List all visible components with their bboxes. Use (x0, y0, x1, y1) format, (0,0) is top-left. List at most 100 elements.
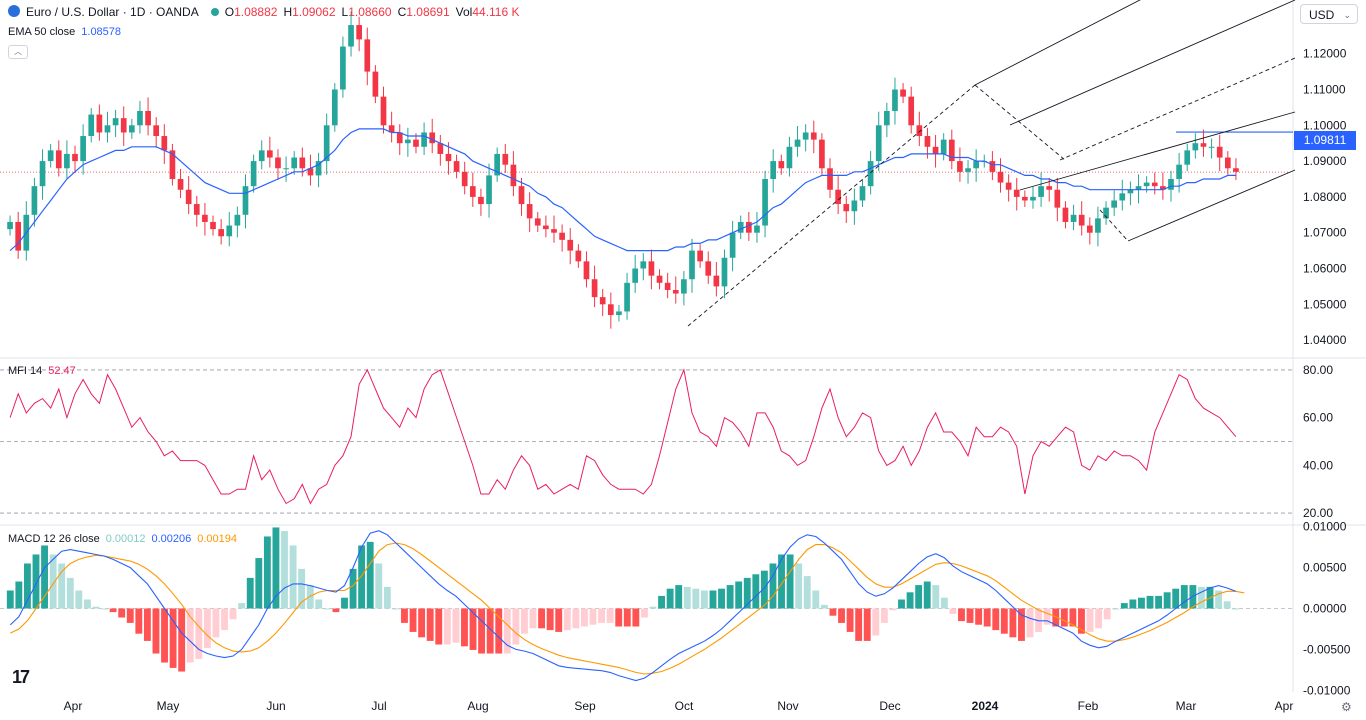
macd-label: MACD 12 26 close (8, 533, 100, 545)
price-tick-label: 1.07000 (1303, 226, 1347, 240)
candle (396, 132, 403, 144)
macd-histogram-bar (786, 554, 794, 609)
macd-histogram-bar (640, 608, 648, 618)
macd-histogram-bar (649, 606, 657, 609)
candle (104, 125, 111, 133)
macd-histogram-bar (212, 608, 220, 638)
macd-histogram-bar (66, 577, 74, 609)
tradingview-logo-icon[interactable]: 17 (12, 667, 30, 687)
macd-histogram-bar (666, 588, 674, 609)
macd-histogram-bar (1035, 608, 1043, 632)
open-value: 1.08882 (234, 5, 278, 19)
macd-histogram-bar (546, 608, 554, 631)
time-axis-label: Sep (574, 699, 596, 713)
macd-histogram-bar (32, 554, 40, 609)
candle (1046, 186, 1053, 190)
macd-histogram-bar (658, 595, 665, 609)
macd-histogram-bar (521, 608, 528, 634)
candle (348, 25, 354, 47)
pitchfork-inner-line (1019, 111, 1296, 191)
macd-histogram-bar (443, 608, 451, 645)
candle (445, 153, 452, 162)
candle (599, 297, 606, 305)
candle (1119, 193, 1126, 201)
candle (632, 268, 639, 283)
candle (835, 189, 841, 205)
macd-histogram-bar (760, 570, 768, 609)
price-pane (0, 0, 1296, 329)
macd-histogram-bar (281, 531, 288, 609)
macd-histogram-bar (1215, 590, 1223, 609)
candle (624, 282, 630, 312)
collapse-legend-icon[interactable]: ︿ (8, 45, 28, 59)
candle (1233, 168, 1239, 172)
macd-histogram-bar (426, 608, 434, 641)
time-axis-label: Dec (879, 699, 900, 713)
ema-value: 1.08578 (81, 26, 122, 38)
macd-legend[interactable]: MACD 12 26 close 0.00012 0.00206 0.00194 (8, 533, 237, 545)
candle (1038, 186, 1044, 197)
candle (575, 250, 582, 262)
macd-histogram-bar (598, 608, 606, 623)
candle (169, 150, 176, 179)
candle (908, 96, 915, 126)
mfi-line (9, 368, 1237, 505)
mfi-tick-label: 80.00 (1303, 363, 1333, 377)
pitchfork-handle-line (974, 84, 1066, 161)
price-tick-label: 1.09000 (1303, 154, 1347, 168)
chevron-down-icon: ⌄ (1343, 10, 1351, 20)
candle (1160, 186, 1166, 190)
candle (372, 71, 379, 97)
macd-histogram-bar (752, 574, 760, 609)
candle (128, 125, 135, 133)
time-axis-label: May (157, 699, 180, 713)
macd-histogram-bar (401, 608, 408, 623)
ema-legend[interactable]: EMA 50 close 1.08578 (8, 26, 121, 38)
candle (843, 204, 850, 212)
candle (713, 275, 720, 287)
candle (957, 161, 963, 172)
macd-histogram-bar (178, 608, 186, 672)
macd-histogram-bar (932, 585, 940, 609)
candle (1176, 164, 1182, 179)
candle (794, 139, 801, 147)
mfi-tick-label: 60.00 (1303, 411, 1333, 425)
macd-histogram-bar (915, 585, 923, 609)
macd-histogram-bar (255, 558, 263, 609)
candle (1030, 196, 1036, 201)
pitchfork-median-line (1009, 0, 1296, 126)
currency-label: USD (1309, 8, 1335, 22)
macd-histogram-bar (1146, 595, 1154, 609)
candle (867, 161, 874, 187)
candle (437, 143, 444, 154)
macd-histogram-bar (589, 608, 597, 625)
candle (729, 232, 736, 258)
candle (226, 225, 233, 237)
macd-histogram-bar (880, 608, 888, 623)
candle (810, 132, 817, 140)
settings-gear-icon[interactable]: ⚙ (1341, 700, 1352, 714)
candle (72, 153, 78, 162)
currency-select[interactable]: USD ⌄ (1300, 4, 1358, 24)
euro-flag-icon (8, 5, 20, 17)
candle (1005, 182, 1012, 190)
candle (250, 161, 257, 187)
macd-histogram-bar (238, 603, 246, 609)
price-line-tag: 1.09811 (1294, 131, 1356, 150)
candle (705, 261, 712, 276)
mfi-legend[interactable]: MFI 14 52.47 (8, 365, 76, 377)
macd-line-value: 0.00206 (151, 533, 192, 545)
macd-histogram-bar (375, 563, 383, 609)
candle (973, 161, 979, 169)
macd-histogram-bar (795, 563, 803, 609)
symbol-title[interactable]: Euro / U.S. Dollar · 1D · OANDA (26, 5, 199, 19)
market-status-icon (210, 8, 219, 16)
candle (567, 239, 574, 251)
candle (453, 161, 460, 172)
time-axis-label: Apr (1275, 699, 1294, 713)
price-tick-label: 1.08000 (1303, 190, 1347, 204)
candle (218, 229, 224, 237)
candle (526, 204, 533, 219)
candle (607, 304, 614, 316)
